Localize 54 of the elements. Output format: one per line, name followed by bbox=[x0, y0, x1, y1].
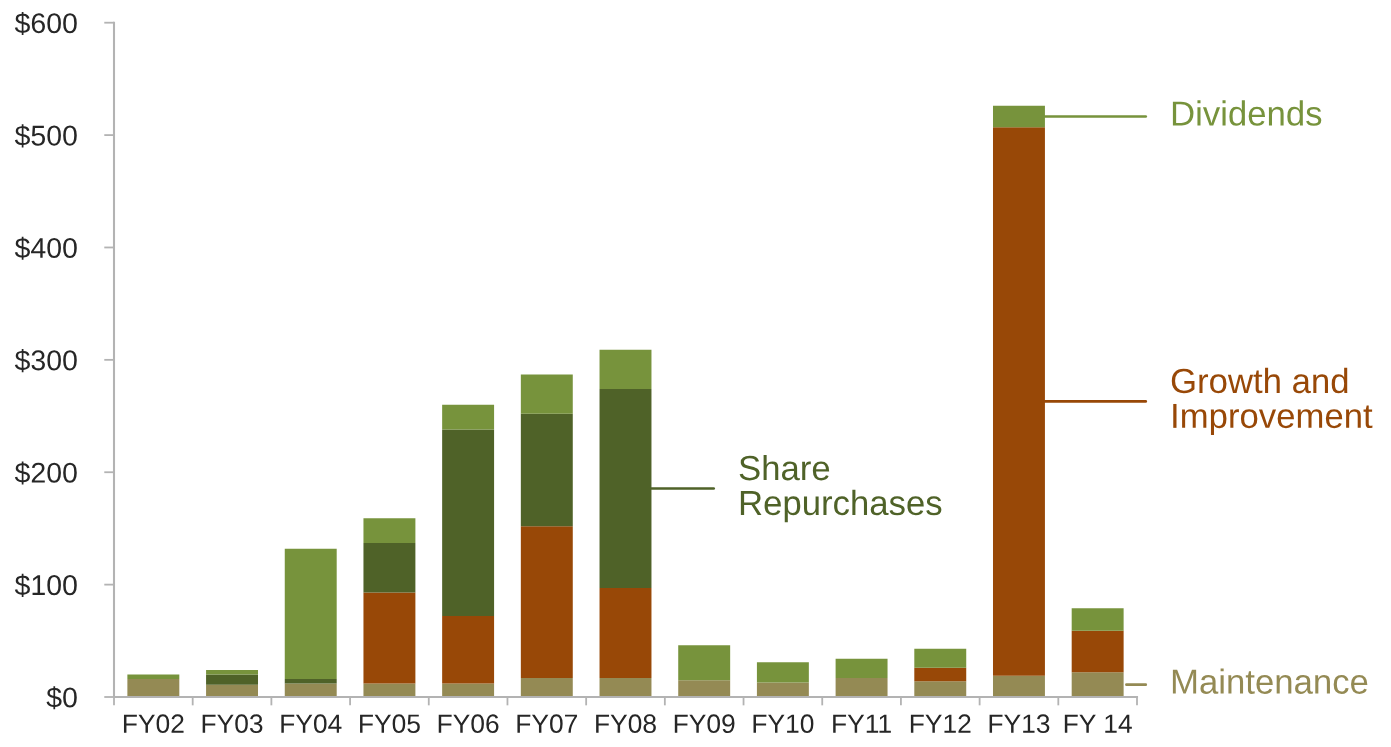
bar bbox=[442, 429, 495, 617]
x-tick-label: FY11 bbox=[833, 714, 891, 733]
bar bbox=[284, 679, 337, 684]
bar bbox=[363, 518, 416, 544]
bar bbox=[1071, 630, 1124, 673]
bar bbox=[678, 645, 731, 681]
x-tick-label: FY09 bbox=[674, 714, 735, 734]
bar bbox=[599, 349, 652, 390]
y-tick-label: $200 bbox=[14, 461, 77, 485]
bar bbox=[992, 675, 1045, 697]
x-tick-label: FY 14 bbox=[1064, 714, 1132, 733]
legend-label: Maintenance bbox=[1172, 668, 1368, 694]
bar bbox=[284, 548, 337, 680]
bar bbox=[1071, 608, 1124, 631]
y-tick-label: $600 bbox=[14, 11, 77, 35]
bar bbox=[914, 681, 967, 697]
x-tick-label: FY04 bbox=[281, 714, 342, 734]
y-tick-label: $300 bbox=[14, 349, 77, 373]
bar bbox=[520, 374, 573, 414]
bar bbox=[442, 404, 495, 430]
bar bbox=[520, 526, 573, 678]
bar bbox=[520, 413, 573, 527]
bar bbox=[206, 670, 259, 675]
x-tick-label: FY05 bbox=[360, 714, 420, 734]
x-tick-label: FY12 bbox=[910, 714, 971, 733]
y-tick-label: $100 bbox=[14, 573, 77, 597]
bar bbox=[520, 677, 573, 697]
y-tick-label: $0 bbox=[46, 686, 77, 710]
bar bbox=[756, 662, 809, 683]
x-tick-label: FY07 bbox=[517, 714, 578, 734]
x-tick-label: FY02 bbox=[123, 714, 184, 734]
x-tick-label: FY10 bbox=[753, 714, 814, 734]
bar bbox=[835, 677, 888, 697]
bar bbox=[206, 674, 259, 685]
bar bbox=[127, 679, 180, 697]
x-tick-label: FY06 bbox=[438, 714, 499, 734]
bar bbox=[363, 592, 416, 684]
bar bbox=[599, 587, 652, 678]
x-tick-label: FY13 bbox=[989, 714, 1050, 734]
bar bbox=[599, 677, 652, 697]
y-tick-label: $400 bbox=[14, 236, 77, 260]
bar bbox=[363, 543, 416, 593]
bar bbox=[756, 682, 809, 697]
bar bbox=[914, 667, 967, 682]
bar bbox=[678, 680, 731, 697]
legend-label: Dividends bbox=[1172, 100, 1322, 126]
bar bbox=[914, 648, 967, 668]
x-tick-label: FY03 bbox=[202, 714, 263, 734]
legend-label: Growth and Improvement bbox=[1171, 367, 1373, 436]
y-tick-label: $500 bbox=[14, 124, 77, 148]
bar bbox=[442, 616, 495, 684]
bar bbox=[835, 658, 888, 678]
x-tick-label: FY08 bbox=[596, 714, 656, 734]
legend-label: Share Repurchases bbox=[739, 454, 942, 523]
